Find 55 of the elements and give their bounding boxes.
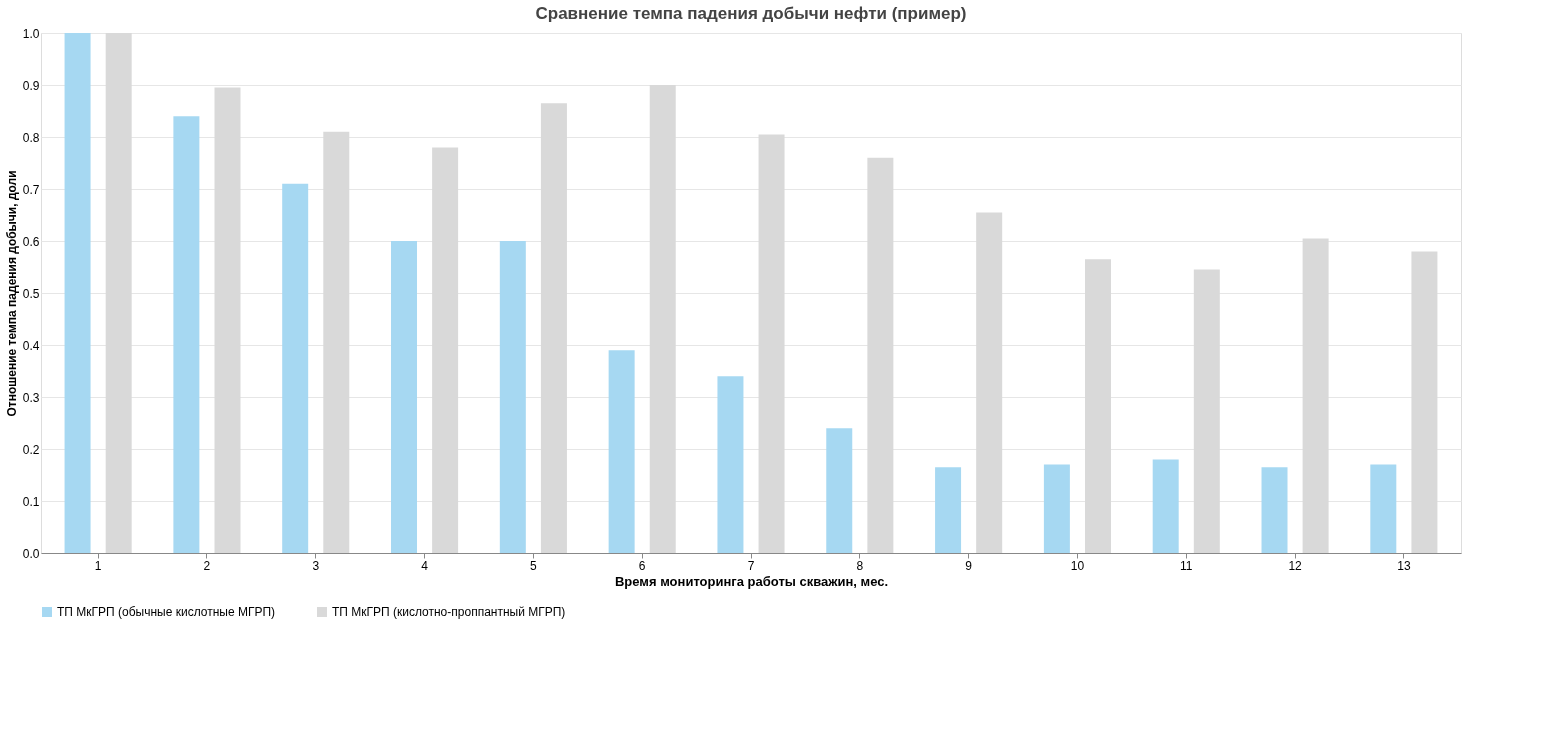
bar (1411, 251, 1438, 553)
bar (323, 131, 350, 553)
bar (608, 350, 635, 553)
bar (1261, 467, 1288, 553)
bar (540, 103, 567, 553)
bar (1193, 269, 1220, 553)
x-tick-label: 6 (638, 558, 646, 573)
x-tick-label: 11 (1180, 558, 1193, 573)
x-tick-label: 5 (530, 558, 538, 573)
bar (499, 241, 526, 553)
y-tick-label: 1.0 (22, 26, 40, 41)
x-tick-label: 12 (1288, 558, 1303, 573)
y-tick-label: 0.5 (22, 286, 40, 301)
x-tick-label: 13 (1397, 558, 1411, 573)
x-tick-label: 3 (312, 558, 320, 573)
bar (282, 183, 309, 553)
bar (717, 376, 744, 553)
bar (105, 33, 132, 553)
y-tick-label: 0.1 (22, 494, 40, 509)
bar (1370, 464, 1397, 553)
x-tick-label: 7 (747, 558, 755, 573)
x-tick-label: 1 (94, 558, 102, 573)
x-axis-title: Время мониторинга работы скважин, мес. (614, 573, 889, 589)
y-tick-label: 0.0 (22, 546, 40, 561)
y-tick-label: 0.8 (22, 130, 40, 145)
bar (649, 85, 676, 553)
bar (826, 428, 853, 553)
x-tick-label: 4 (421, 558, 429, 573)
bar (1152, 459, 1179, 553)
y-tick-label: 0.4 (22, 338, 40, 353)
bar (758, 134, 785, 553)
x-tick-label: 2 (203, 558, 211, 573)
bar (1043, 464, 1070, 553)
chart-title: Сравнение темпа падения добычи нефти (пример) (535, 4, 967, 23)
y-tick-label: 0.9 (22, 78, 40, 93)
bar (1084, 259, 1111, 553)
bar (867, 157, 894, 553)
bar (64, 33, 91, 553)
bar (976, 212, 1003, 553)
y-tick-label: 0.6 (22, 234, 40, 249)
legend-label: ТП МкГРП (обычные кислотные МГРП) (57, 605, 276, 619)
bar (214, 87, 241, 553)
legend-label: ТП МкГРП (кислотно-проппантный МГРП) (332, 605, 566, 619)
y-tick-label: 0.2 (22, 442, 40, 457)
y-tick-label: 0.3 (22, 390, 40, 405)
y-axis-title: Отношение темпа падения добычи, доли (4, 170, 19, 417)
bar (1302, 238, 1329, 553)
bar (391, 241, 418, 553)
bar (173, 116, 200, 553)
bar (935, 467, 962, 553)
x-tick-label: 10 (1070, 558, 1085, 573)
bar (432, 147, 459, 553)
y-tick-label: 0.7 (22, 182, 40, 197)
x-tick-label: 8 (856, 558, 864, 573)
x-tick-label: 9 (965, 558, 973, 573)
